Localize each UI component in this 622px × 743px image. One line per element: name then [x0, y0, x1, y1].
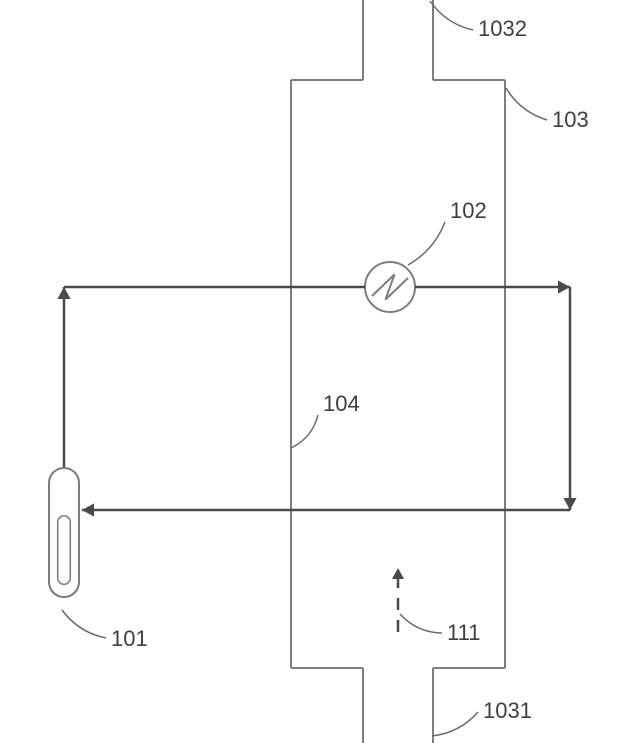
l1031-leader — [432, 712, 478, 736]
l101-leader — [62, 610, 106, 638]
l102-label: 102 — [450, 198, 487, 223]
l103-leader — [506, 88, 547, 120]
l1031-label: 1031 — [483, 698, 532, 723]
l1032-label: 1032 — [478, 16, 527, 41]
l103-label: 103 — [552, 107, 589, 132]
bulb-sensor — [49, 468, 79, 597]
l1032-leader — [430, 1, 473, 30]
l111-leader — [400, 614, 442, 633]
l104-label: 104 — [323, 391, 360, 416]
l101-label: 101 — [111, 626, 148, 651]
l111-label: 111 — [447, 620, 480, 645]
l102-leader — [408, 222, 445, 265]
l104-leader — [291, 415, 318, 448]
